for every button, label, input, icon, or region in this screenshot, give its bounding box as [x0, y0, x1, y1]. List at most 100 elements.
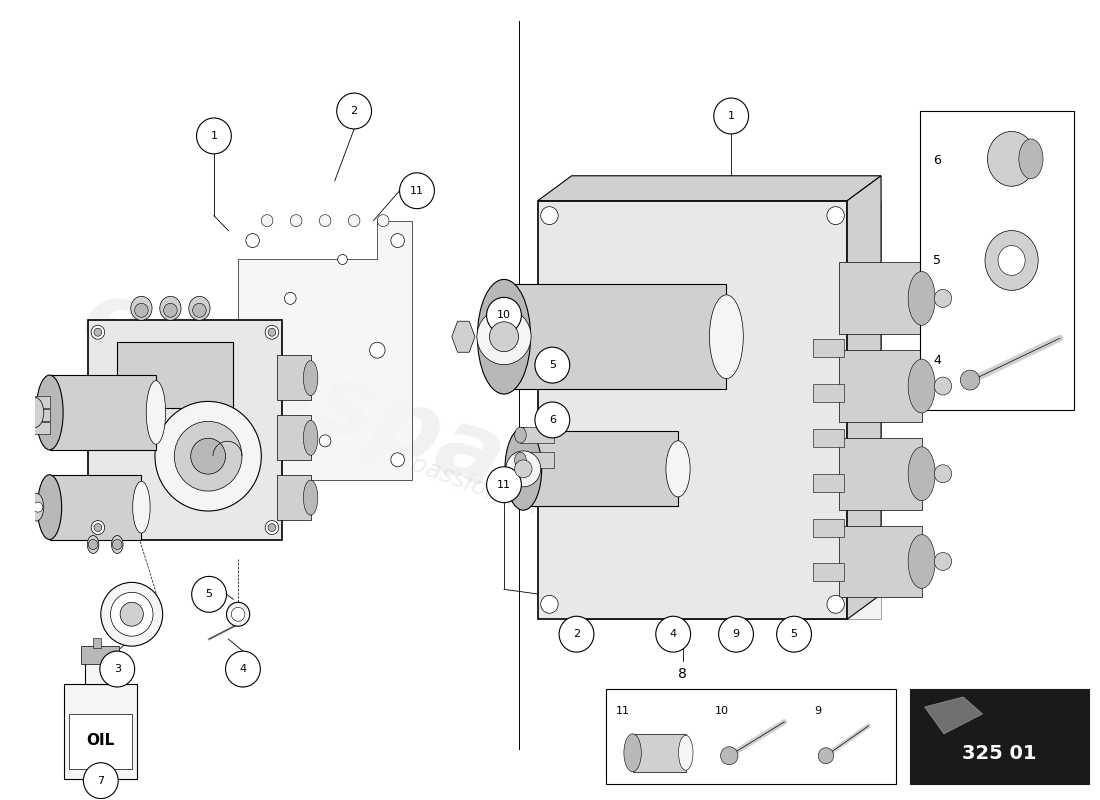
Circle shape	[934, 465, 952, 482]
Bar	[813, 384, 845, 402]
Circle shape	[197, 118, 231, 154]
Bar	[910, 689, 1089, 784]
Text: 7: 7	[97, 776, 104, 786]
Text: 6: 6	[933, 154, 942, 167]
Bar	[277, 415, 310, 460]
Text: 5: 5	[206, 590, 212, 599]
Ellipse shape	[998, 246, 1025, 275]
Circle shape	[191, 576, 227, 612]
Text: 5: 5	[791, 629, 798, 639]
Circle shape	[245, 234, 260, 247]
Circle shape	[94, 328, 102, 336]
Circle shape	[827, 595, 845, 614]
Ellipse shape	[111, 535, 123, 554]
Text: 11: 11	[410, 186, 424, 196]
Circle shape	[338, 254, 348, 265]
Circle shape	[827, 206, 845, 225]
Bar	[839, 526, 922, 598]
Bar	[277, 474, 310, 519]
Circle shape	[120, 602, 143, 626]
Circle shape	[84, 762, 118, 798]
Circle shape	[337, 93, 372, 129]
Text: 1: 1	[728, 111, 735, 121]
Circle shape	[227, 602, 250, 626]
Bar	[813, 563, 845, 582]
Circle shape	[285, 292, 296, 304]
Circle shape	[319, 214, 331, 226]
Circle shape	[490, 322, 518, 352]
Bar	[813, 474, 845, 492]
Text: 9: 9	[733, 629, 739, 639]
Bar	[839, 350, 922, 422]
Circle shape	[155, 402, 262, 511]
Ellipse shape	[909, 534, 935, 588]
Circle shape	[134, 303, 148, 318]
Circle shape	[486, 298, 521, 334]
Ellipse shape	[26, 398, 44, 427]
Bar	[520, 452, 554, 468]
Circle shape	[506, 451, 541, 486]
Circle shape	[818, 748, 834, 764]
Text: 10: 10	[497, 310, 512, 320]
Circle shape	[934, 290, 952, 307]
Text: 2: 2	[573, 629, 580, 639]
Circle shape	[370, 342, 385, 358]
Bar	[920, 111, 1075, 410]
Ellipse shape	[666, 441, 690, 497]
Ellipse shape	[909, 271, 935, 326]
Ellipse shape	[984, 230, 1038, 290]
Circle shape	[88, 539, 98, 550]
Text: 2: 2	[351, 106, 358, 116]
Polygon shape	[452, 321, 475, 352]
Circle shape	[720, 746, 738, 765]
Circle shape	[231, 607, 245, 622]
Ellipse shape	[87, 535, 99, 554]
Circle shape	[934, 377, 952, 395]
Bar	[81, 646, 119, 664]
Circle shape	[714, 98, 749, 134]
Text: eurospares: eurospares	[68, 271, 679, 569]
Polygon shape	[847, 176, 881, 619]
Ellipse shape	[146, 381, 166, 444]
Ellipse shape	[477, 279, 530, 394]
Polygon shape	[238, 221, 412, 480]
Circle shape	[101, 582, 163, 646]
Bar	[86, 662, 116, 684]
Text: 5: 5	[549, 360, 556, 370]
Circle shape	[94, 523, 102, 531]
Text: 10: 10	[715, 706, 728, 716]
Bar	[839, 262, 922, 334]
Ellipse shape	[505, 427, 541, 510]
Circle shape	[319, 435, 331, 447]
Circle shape	[390, 234, 405, 247]
Ellipse shape	[160, 296, 182, 320]
Circle shape	[377, 214, 389, 226]
Ellipse shape	[37, 474, 62, 539]
Circle shape	[290, 214, 301, 226]
Circle shape	[192, 303, 206, 318]
Circle shape	[110, 592, 153, 636]
Bar	[839, 438, 922, 510]
Circle shape	[777, 616, 812, 652]
Ellipse shape	[304, 480, 318, 515]
Circle shape	[934, 553, 952, 570]
Bar	[50, 474, 142, 539]
Bar	[277, 355, 310, 400]
Circle shape	[33, 502, 43, 512]
Bar	[813, 339, 845, 357]
Circle shape	[960, 370, 980, 390]
Circle shape	[349, 214, 360, 226]
Bar	[520, 427, 554, 443]
Text: 4: 4	[240, 664, 246, 674]
Polygon shape	[925, 697, 982, 734]
Ellipse shape	[131, 296, 152, 320]
Text: 3: 3	[113, 664, 121, 674]
Ellipse shape	[624, 734, 641, 772]
Bar	[605, 689, 895, 784]
Circle shape	[100, 651, 134, 687]
Circle shape	[718, 616, 754, 652]
Circle shape	[164, 303, 177, 318]
Circle shape	[535, 402, 570, 438]
Polygon shape	[572, 201, 881, 619]
Bar	[524, 431, 678, 506]
